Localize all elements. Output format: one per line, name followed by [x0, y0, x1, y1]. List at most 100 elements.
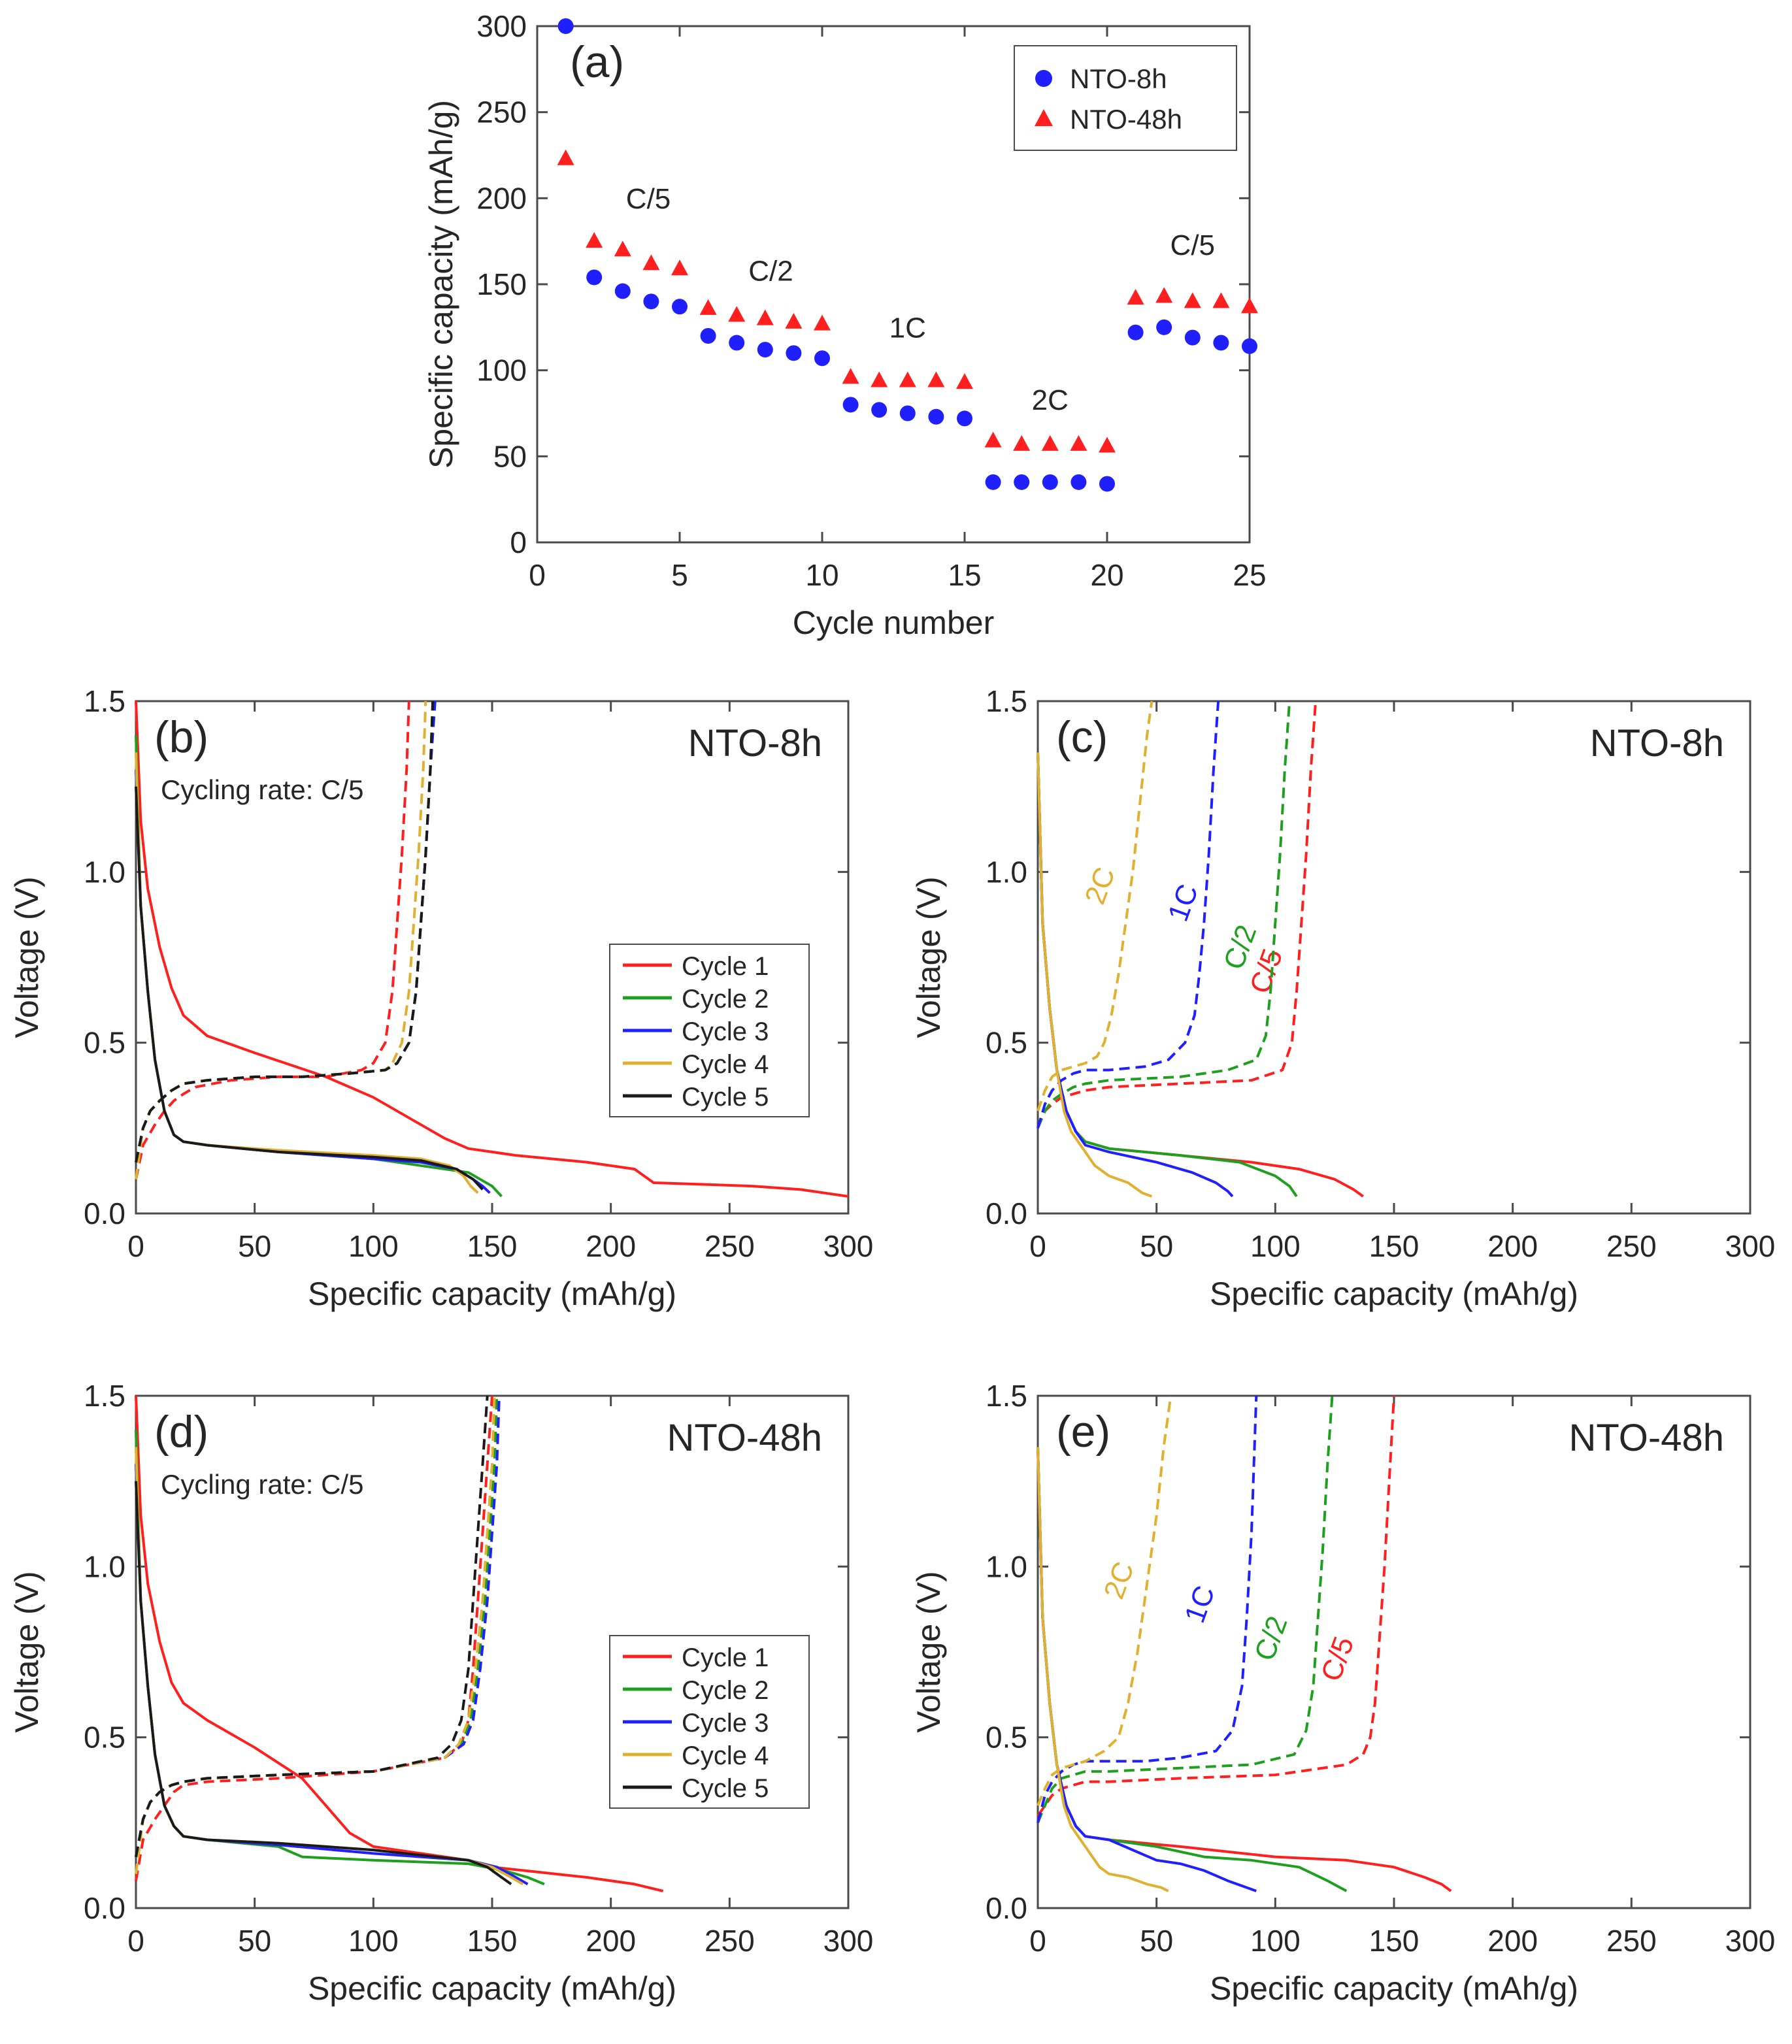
discharge-curve-Cycle-5 — [135, 786, 484, 1191]
data-point-NTO-48h — [557, 149, 574, 165]
charge-curve-1C — [1037, 701, 1220, 1129]
data-point-NTO-8h — [1242, 338, 1257, 354]
data-point-NTO-8h — [786, 345, 802, 361]
legend-label: Cycle 5 — [682, 1774, 769, 1803]
y-axis-label: Voltage (V) — [8, 876, 45, 1038]
legend-label: Cycle 2 — [682, 1676, 769, 1705]
data-point-NTO-48h — [1241, 297, 1258, 314]
charge-curve-Cycle-1 — [135, 701, 410, 1180]
data-point-NTO-8h — [928, 408, 944, 425]
legend-label: Cycle 1 — [682, 1643, 769, 1672]
charge-curve-Cycle-4 — [135, 701, 427, 1179]
discharge-curve-Cycle-1 — [135, 1395, 664, 1892]
charge-curve-Cycle-3 — [135, 1395, 501, 1857]
y-tick-label: 0.5 — [986, 1026, 1027, 1060]
x-tick-label: 25 — [1233, 558, 1266, 592]
x-axis-label: Specific capacity (mAh/g) — [308, 1970, 676, 2007]
y-tick-label: 0.5 — [986, 1721, 1027, 1755]
chart-panel-b: 0 50 100 150 200 250 300 0.0 0.5 1.0 1.5 Specific c… — [8, 684, 873, 1312]
discharge-curve-Cycle-5 — [135, 1481, 512, 1886]
y-tick-label: 1.0 — [986, 1549, 1027, 1583]
x-tick-label: 20 — [1090, 558, 1123, 592]
panel-label: (e) — [1056, 1407, 1110, 1457]
x-tick-label: 250 — [1606, 1924, 1657, 1958]
y-axis-label: Voltage (V) — [8, 1571, 45, 1732]
data-point-NTO-8h — [729, 335, 745, 351]
data-point-NTO-48h — [642, 254, 660, 271]
data-point-NTO-48h — [728, 306, 746, 322]
rate-label: C/2 — [1248, 1612, 1293, 1665]
y-axis-label: Voltage (V) — [910, 876, 947, 1038]
charge-curve-Cycle-2 — [135, 1395, 499, 1857]
sample-label: NTO-8h — [1590, 722, 1724, 765]
charge-curve-C-2 — [1037, 701, 1291, 1129]
x-tick-label: 100 — [348, 1924, 399, 1958]
y-tick-label: 1.0 — [84, 855, 125, 889]
x-tick-label: 150 — [467, 1229, 518, 1263]
sample-label: NTO-48h — [667, 1417, 822, 1459]
discharge-curve-1C — [1037, 752, 1234, 1198]
charge-curve-Cycle-5 — [135, 701, 435, 1163]
y-tick-label: 0.0 — [986, 1891, 1027, 1925]
x-tick-label: 250 — [705, 1924, 755, 1958]
data-point-NTO-48h — [871, 371, 888, 387]
y-tick-label: 0.0 — [84, 1196, 125, 1230]
charge-curve-C-2 — [1037, 1395, 1334, 1824]
data-point-NTO-8h — [586, 269, 603, 286]
legend-label: Cycle 1 — [682, 952, 769, 981]
y-tick-label: 0.0 — [84, 1891, 125, 1925]
charge-curve-C-5 — [1037, 701, 1318, 1129]
discharge-curve-C-2 — [1037, 1447, 1348, 1892]
data-point-NTO-48h — [1070, 435, 1087, 451]
y-tick-label: 1.0 — [986, 855, 1027, 889]
legend-label: Cycle 4 — [682, 1050, 769, 1079]
y-tick-label: 1.0 — [84, 1549, 125, 1583]
data-point-NTO-48h — [756, 309, 774, 325]
x-tick-label: 0 — [1029, 1924, 1046, 1958]
x-tick-label: 300 — [823, 1229, 874, 1263]
x-tick-label: 100 — [1250, 1924, 1301, 1958]
rate-label: 1C — [1178, 1581, 1221, 1627]
data-point-NTO-48h — [1013, 435, 1031, 451]
data-point-NTO-48h — [699, 299, 717, 315]
rate-annotation: C/5 — [1170, 229, 1215, 261]
chart-panel-d: 0 50 100 150 200 250 300 0.0 0.5 1.0 1.5 Specific c… — [8, 1379, 873, 2007]
data-point-NTO-48h — [614, 240, 631, 257]
x-tick-label: 100 — [348, 1229, 399, 1263]
data-point-NTO-8h — [814, 350, 830, 367]
legend-label: Cycle 3 — [682, 1709, 769, 1738]
data-point-NTO-8h — [1099, 476, 1115, 492]
plot-frame — [1037, 700, 1751, 1215]
y-tick-label: 50 — [493, 439, 527, 473]
x-tick-label: 150 — [1369, 1924, 1419, 1958]
data-point-NTO-8h — [1213, 335, 1229, 351]
x-axis-label: Specific capacity (mAh/g) — [1210, 1970, 1578, 2007]
chart-panel-c: 0 50 100 150 200 250 300 0.0 0.5 1.0 1.5 Specific c… — [910, 684, 1775, 1312]
y-tick-label: 100 — [476, 354, 527, 387]
charge-curve-C-5 — [1037, 1395, 1395, 1817]
legend-marker — [1035, 70, 1052, 87]
panel-label: (b) — [154, 712, 208, 762]
discharge-curve-Cycle-1 — [135, 701, 849, 1198]
cycling-rate-label: Cycling rate: C/5 — [161, 774, 363, 805]
data-point-NTO-48h — [1184, 292, 1201, 308]
rate-annotation: 2C — [1032, 384, 1069, 416]
charge-curve-Cycle-5 — [135, 1395, 489, 1857]
x-tick-label: 100 — [1250, 1229, 1301, 1263]
data-point-NTO-8h — [1042, 474, 1058, 490]
y-tick-label: 1.5 — [986, 684, 1027, 718]
x-tick-label: 200 — [586, 1924, 636, 1958]
x-tick-label: 50 — [238, 1229, 271, 1263]
data-point-NTO-48h — [1155, 287, 1173, 303]
y-tick-label: 0 — [510, 525, 527, 559]
charge-curve-2C — [1037, 701, 1153, 1112]
charge-curve-1C — [1037, 1395, 1258, 1823]
panel-label: (a) — [570, 37, 624, 87]
data-point-NTO-8h — [614, 283, 631, 299]
data-point-NTO-8h — [871, 402, 888, 418]
y-axis-label: Voltage (V) — [910, 1571, 947, 1732]
x-tick-label: 200 — [1487, 1924, 1538, 1958]
charge-curve-Cycle-4 — [135, 1395, 496, 1874]
